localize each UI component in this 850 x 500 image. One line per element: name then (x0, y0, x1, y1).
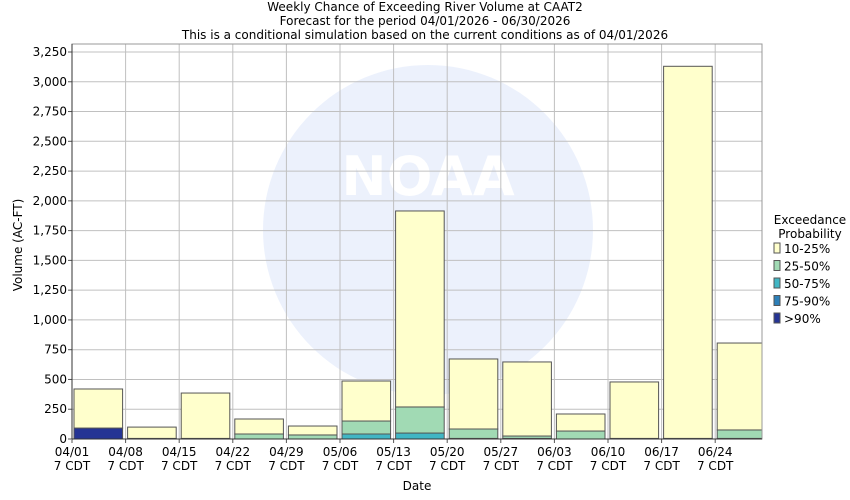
x-tick-label: 06/17 (644, 445, 679, 459)
bar-segment-2550 (234, 433, 284, 440)
legend-swatch (773, 295, 781, 306)
chart-subtitle-2: This is a conditional simulation based o… (181, 28, 669, 42)
y-tick-label: 3,250 (33, 45, 67, 59)
legend-label: 25-50% (784, 260, 830, 274)
svg-text:NOAA: NOAA (341, 145, 514, 208)
bar-segment-1025 (395, 210, 445, 408)
y-tick-label: 2,750 (33, 105, 67, 119)
y-tick-label: 750 (44, 343, 67, 357)
x-tick-label: 06/03 (537, 445, 572, 459)
bar-segment-2550 (448, 428, 499, 439)
x-tick-label: 06/10 (591, 445, 626, 459)
legend-swatch (773, 260, 781, 271)
y-tick-label: 1,250 (33, 283, 67, 297)
x-axis-label: Date (403, 479, 432, 493)
legend-label: 10-25% (784, 242, 830, 256)
y-tick-label: 250 (44, 402, 67, 416)
x-tick-label: 04/15 (162, 445, 197, 459)
bar-segment-1025 (663, 65, 713, 439)
y-tick-label: 3,000 (33, 75, 67, 89)
legend: Exceedance Probability 10-25% 25-50% 50-75… (773, 213, 846, 326)
x-tick-sublabel: 7 CDT (590, 459, 627, 473)
x-tick-sublabel: 7 CDT (54, 459, 91, 473)
x-tick-sublabel: 7 CDT (483, 459, 520, 473)
bar-segment-2550 (395, 406, 445, 434)
bar-segment-1025 (234, 418, 284, 435)
legend-label: >90% (784, 312, 821, 326)
x-tick-label: 05/13 (376, 445, 411, 459)
y-tick-label: 1,750 (33, 224, 67, 238)
chart-subtitle-1: Forecast for the period 04/01/2026 - 06/… (279, 14, 571, 28)
legend-label: 75-90% (784, 295, 830, 309)
x-tick-sublabel: 7 CDT (161, 459, 198, 473)
legend-swatch (773, 277, 781, 289)
y-tick-label: 2,250 (33, 164, 67, 178)
x-tick-sublabel: 7 CDT (215, 459, 252, 473)
x-tick-sublabel: 7 CDT (643, 459, 680, 473)
y-tick-label: 1,000 (33, 313, 67, 327)
y-tick-label: 0 (59, 432, 67, 446)
chart-title: Weekly Chance of Exceeding River Volume … (267, 0, 583, 14)
bar-segment-2550 (716, 429, 763, 439)
x-tick-sublabel: 7 CDT (375, 459, 412, 473)
bar-segment-1025 (73, 388, 124, 429)
y-tick-label: 2,500 (33, 134, 67, 148)
x-tick-sublabel: 7 CDT (107, 459, 144, 473)
y-tick-label: 1,500 (33, 253, 67, 267)
x-tick-sublabel: 7 CDT (268, 459, 305, 473)
bar-segment-1025 (609, 381, 660, 439)
y-tick-label: 2,000 (33, 194, 67, 208)
x-tick-label: 06/24 (698, 445, 733, 459)
x-tick-sublabel: 7 CDT (322, 459, 359, 473)
bar-segment-2550 (555, 430, 606, 440)
x-tick-label: 04/01 (55, 445, 90, 459)
bar-segment-1025 (180, 392, 231, 439)
bar-segment-1025 (127, 426, 177, 439)
bar-segment-5075 (341, 433, 392, 440)
x-tick-label: 04/08 (108, 445, 143, 459)
x-tick-sublabel: 7 CDT (536, 459, 573, 473)
x-tick-label: 05/27 (484, 445, 519, 459)
bar-segment-2550 (341, 420, 392, 435)
legend-label: 50-75% (784, 277, 830, 291)
x-tick-label: 05/06 (323, 445, 358, 459)
bar-segment-1025 (502, 361, 552, 437)
x-tick-sublabel: 7 CDT (697, 459, 734, 473)
bar-segment-1025 (448, 358, 499, 430)
x-tick-label: 04/29 (269, 445, 304, 459)
bar-segment-90 (73, 427, 124, 440)
bar-segment-1025 (341, 380, 392, 422)
bar-segment-1025 (716, 342, 763, 431)
legend-title-1: Exceedance (774, 213, 846, 227)
bar-segment-2550 (287, 434, 338, 440)
x-tick-label: 05/20 (430, 445, 465, 459)
x-tick-sublabel: 7 CDT (429, 459, 466, 473)
bar-segment-1025 (287, 425, 338, 436)
legend-title-2: Probability (778, 227, 841, 241)
legend-swatch (773, 242, 781, 254)
x-tick-label: 04/22 (216, 445, 251, 459)
y-tick-label: 500 (44, 372, 67, 386)
bar-segment-1025 (555, 413, 606, 432)
legend-swatch (773, 312, 781, 324)
bar-segment-5075 (395, 432, 445, 440)
y-axis-label: Volume (AC-FT) (11, 199, 25, 292)
